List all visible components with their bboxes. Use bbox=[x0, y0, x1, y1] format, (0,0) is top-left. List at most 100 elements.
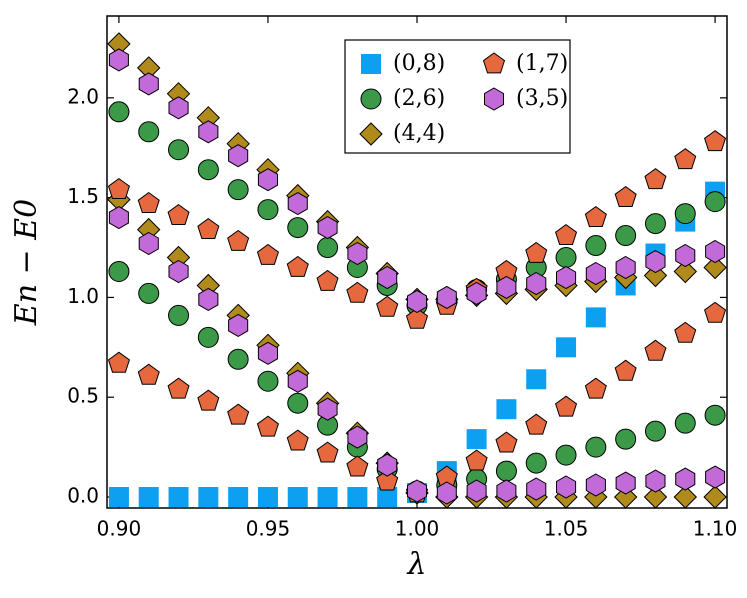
marker bbox=[526, 271, 547, 296]
marker bbox=[257, 370, 279, 392]
legend-marker bbox=[361, 54, 381, 74]
marker bbox=[704, 404, 726, 426]
y-tick-label: 2.0 bbox=[67, 84, 99, 108]
marker bbox=[257, 487, 278, 508]
legend-label: (3,5) bbox=[516, 86, 568, 111]
marker bbox=[496, 479, 517, 503]
marker bbox=[436, 481, 457, 505]
marker bbox=[376, 469, 399, 491]
x-tick-label: 1.00 bbox=[395, 517, 440, 541]
marker bbox=[377, 487, 398, 508]
marker bbox=[287, 487, 308, 508]
marker bbox=[287, 369, 308, 393]
legend: (0,8) (2,6) (4,4) (1,7) (3,5) bbox=[344, 39, 571, 154]
marker bbox=[138, 282, 160, 304]
marker bbox=[377, 265, 398, 290]
marker bbox=[137, 363, 160, 385]
marker bbox=[704, 191, 726, 213]
marker bbox=[257, 341, 278, 365]
marker bbox=[705, 239, 726, 264]
marker bbox=[376, 295, 399, 317]
x-tick-label: 1.10 bbox=[693, 517, 738, 541]
marker bbox=[197, 326, 219, 348]
marker bbox=[108, 48, 129, 72]
marker bbox=[436, 285, 457, 309]
marker bbox=[168, 487, 189, 508]
x-tick-label: 0.90 bbox=[97, 517, 142, 541]
marker bbox=[703, 255, 727, 280]
marker bbox=[227, 229, 250, 251]
marker bbox=[555, 444, 577, 466]
marker bbox=[705, 465, 726, 489]
marker bbox=[675, 467, 696, 491]
marker bbox=[584, 205, 607, 227]
marker bbox=[525, 241, 548, 263]
marker bbox=[615, 471, 636, 495]
x-tick-label: 0.95 bbox=[246, 517, 291, 541]
marker bbox=[347, 241, 368, 266]
marker bbox=[198, 287, 219, 311]
marker bbox=[555, 395, 578, 417]
marker bbox=[108, 487, 129, 508]
marker bbox=[615, 225, 637, 247]
marker bbox=[346, 455, 369, 477]
marker bbox=[673, 259, 698, 284]
legend-label: (1,7) bbox=[516, 51, 568, 76]
marker bbox=[555, 247, 577, 269]
marker bbox=[197, 217, 220, 239]
legend-marker bbox=[359, 122, 383, 146]
marker bbox=[495, 431, 518, 453]
marker bbox=[107, 351, 130, 373]
marker bbox=[317, 487, 338, 508]
marker bbox=[407, 289, 427, 313]
marker bbox=[227, 179, 249, 201]
marker bbox=[703, 485, 727, 509]
marker bbox=[317, 397, 338, 421]
marker bbox=[465, 449, 488, 471]
y-axis-label: En − E0 bbox=[9, 199, 44, 326]
legend-label: (4,4) bbox=[393, 121, 445, 146]
marker bbox=[674, 412, 696, 434]
x-tick-label: 1.05 bbox=[544, 517, 589, 541]
marker bbox=[704, 130, 727, 152]
marker bbox=[228, 313, 249, 337]
marker bbox=[555, 223, 578, 245]
marker bbox=[674, 321, 697, 343]
legend-marker bbox=[482, 52, 506, 74]
marker bbox=[257, 199, 279, 221]
marker bbox=[197, 159, 219, 181]
marker bbox=[526, 369, 547, 390]
marker bbox=[556, 337, 577, 358]
marker bbox=[346, 281, 369, 303]
marker bbox=[466, 429, 487, 450]
marker bbox=[316, 269, 339, 291]
marker bbox=[644, 420, 666, 442]
legend-label: (2,6) bbox=[393, 86, 445, 111]
marker bbox=[584, 377, 607, 399]
marker bbox=[317, 216, 338, 240]
marker bbox=[407, 479, 427, 503]
x-axis-label: λ bbox=[406, 547, 426, 582]
marker bbox=[256, 415, 279, 437]
marker bbox=[287, 392, 309, 414]
marker bbox=[256, 243, 279, 265]
marker bbox=[585, 261, 606, 286]
y-tick-label: 0.5 bbox=[67, 384, 99, 408]
marker bbox=[644, 168, 667, 190]
marker bbox=[168, 259, 189, 284]
marker bbox=[556, 475, 577, 499]
marker bbox=[138, 487, 159, 508]
plot-frame bbox=[106, 15, 728, 509]
y-tick-label: 0.0 bbox=[67, 484, 99, 508]
marker bbox=[615, 255, 636, 280]
marker bbox=[644, 213, 666, 235]
y-tick-label: 1.0 bbox=[67, 284, 99, 308]
marker bbox=[614, 359, 637, 381]
marker bbox=[585, 307, 606, 328]
y-tick-label: 1.5 bbox=[67, 184, 99, 208]
marker bbox=[674, 148, 697, 170]
marker bbox=[257, 168, 278, 192]
marker bbox=[495, 460, 517, 482]
marker bbox=[287, 217, 309, 239]
marker bbox=[108, 206, 129, 230]
